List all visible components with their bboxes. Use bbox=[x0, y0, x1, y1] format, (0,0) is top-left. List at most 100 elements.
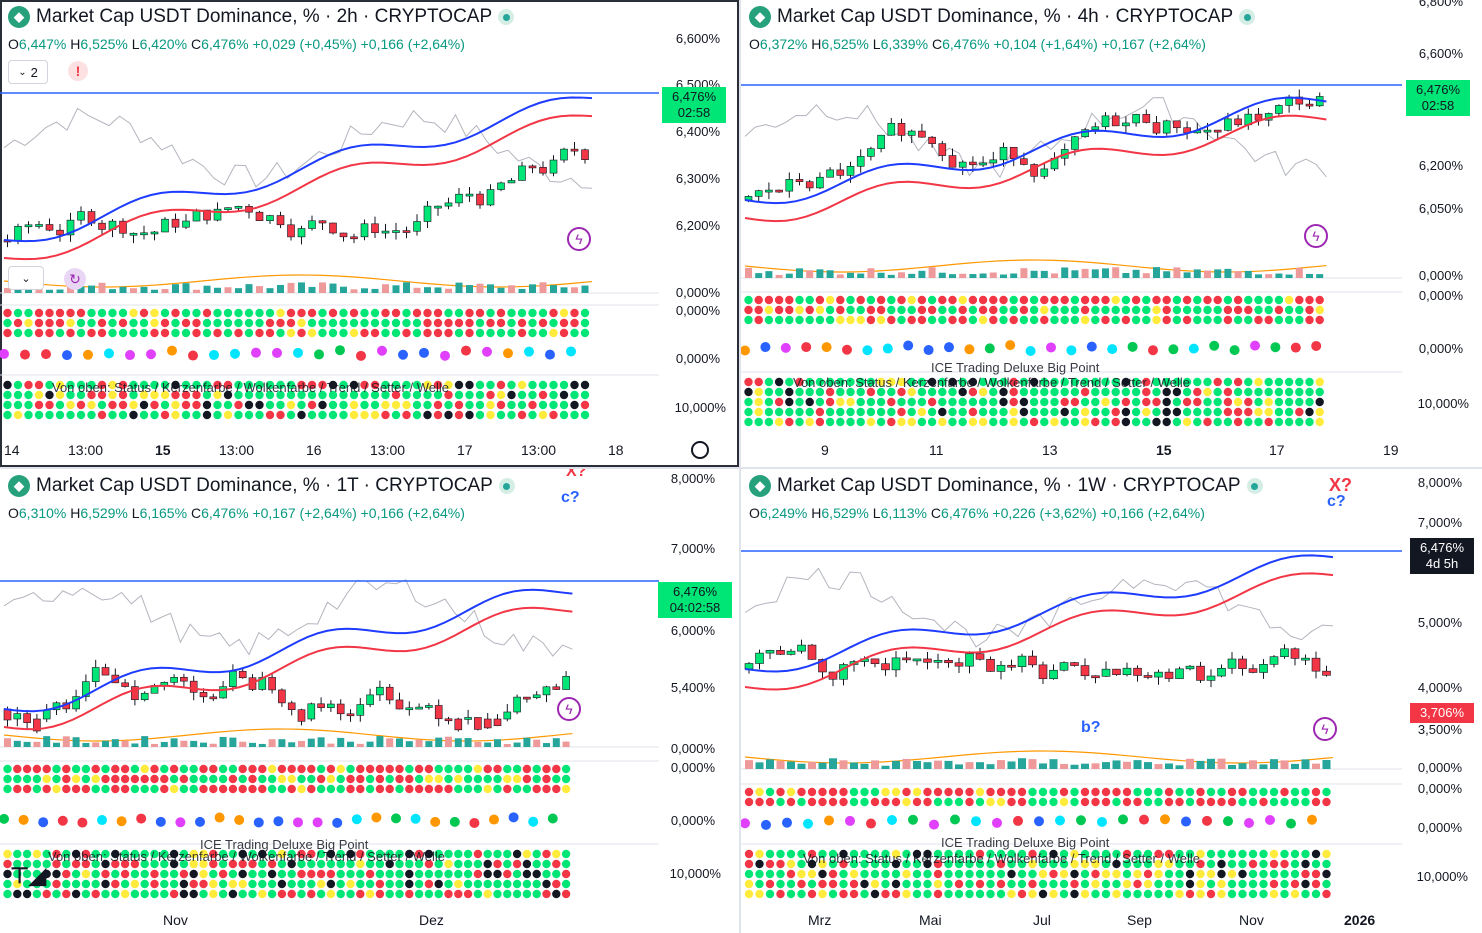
trend-dot bbox=[927, 407, 937, 417]
histogram-bar bbox=[965, 762, 974, 769]
signal-dot bbox=[20, 349, 30, 360]
wave-label-x[interactable]: X? bbox=[1329, 475, 1353, 495]
status-dot bbox=[192, 308, 201, 318]
trend-dot bbox=[22, 889, 32, 899]
histogram-bar bbox=[518, 288, 526, 293]
trend-dot bbox=[336, 869, 345, 879]
trend-dot bbox=[91, 849, 100, 859]
status-dot bbox=[150, 328, 159, 338]
symbol-title[interactable]: Market Cap USDT Dominance, % · 1T · CRYP… bbox=[36, 475, 493, 496]
market-status-icon[interactable] bbox=[1239, 9, 1256, 25]
error-alert-icon[interactable]: ! bbox=[68, 61, 88, 81]
status-dot bbox=[375, 784, 385, 794]
wave-label-c[interactable]: c? bbox=[1327, 493, 1346, 510]
trend-dot bbox=[287, 889, 296, 899]
trend-dot bbox=[356, 849, 365, 859]
status-dot bbox=[975, 787, 985, 797]
status-dot bbox=[532, 784, 541, 794]
trend-dot bbox=[1175, 849, 1184, 859]
candle-body bbox=[928, 136, 936, 144]
symbol-title[interactable]: Market Cap USDT Dominance, % · 1W · CRYP… bbox=[777, 475, 1241, 496]
trend-dot bbox=[1009, 387, 1018, 397]
trend-dot bbox=[996, 859, 1006, 869]
trend-dot bbox=[933, 889, 943, 899]
legend-header[interactable]: ◆ Market Cap USDT Dominance, % · 1T · CR… bbox=[8, 475, 515, 497]
wave-label-b[interactable]: b? bbox=[1081, 719, 1101, 736]
wave-label-c[interactable]: c? bbox=[561, 489, 580, 506]
pane-separator-horizontal[interactable] bbox=[0, 467, 1482, 469]
status-dot bbox=[265, 318, 275, 328]
status-dot bbox=[797, 787, 806, 797]
trend-dot bbox=[483, 879, 492, 889]
lightning-alert-icon[interactable]: ϟ bbox=[567, 227, 591, 251]
market-status-icon[interactable] bbox=[498, 478, 515, 494]
histogram-bar bbox=[46, 289, 53, 293]
trend-dot bbox=[870, 859, 880, 869]
histogram-bar bbox=[934, 760, 942, 769]
pane-collapse-button[interactable]: ⌄ bbox=[8, 266, 44, 290]
chart-pane-4h[interactable]: ◆ Market Cap USDT Dominance, % · 4h · CR… bbox=[741, 0, 1482, 467]
trend-dot bbox=[297, 869, 306, 879]
trend-dot bbox=[1311, 879, 1321, 889]
status-dot bbox=[968, 295, 978, 305]
symbol-title[interactable]: Market Cap USDT Dominance, % · 4h · CRYP… bbox=[777, 6, 1234, 27]
chart-pane-2h[interactable]: ◆ Market Cap USDT Dominance, % · 2h · CR… bbox=[0, 0, 739, 467]
symbol-title[interactable]: Market Cap USDT Dominance, % · 2h · CRYP… bbox=[36, 6, 493, 27]
trend-dot bbox=[179, 879, 189, 889]
chart-canvas-1d[interactable] bbox=[0, 469, 739, 933]
chart-pane-1d[interactable]: ◆ Market Cap USDT Dominance, % · 1T · CR… bbox=[0, 469, 739, 933]
signal-dot bbox=[38, 817, 49, 828]
trend-dot bbox=[181, 400, 191, 410]
trend-dot bbox=[1315, 397, 1324, 407]
status-dot bbox=[815, 315, 825, 325]
trend-dot bbox=[755, 889, 764, 899]
status-dot bbox=[1152, 295, 1161, 305]
refresh-icon[interactable]: ↻ bbox=[64, 268, 86, 290]
wave-label-x[interactable]: X? bbox=[566, 469, 587, 480]
status-dot bbox=[1269, 797, 1279, 807]
chart-canvas-4h[interactable] bbox=[741, 0, 1482, 467]
trend-dot bbox=[91, 859, 100, 869]
lightning-alert-icon[interactable]: ϟ bbox=[557, 697, 581, 721]
candle-body bbox=[376, 686, 384, 696]
status-dot bbox=[444, 784, 453, 794]
trend-dot bbox=[1049, 849, 1058, 859]
trend-dot bbox=[316, 869, 326, 879]
status-dot bbox=[1227, 797, 1237, 807]
legend-header[interactable]: ◆ Market Cap USDT Dominance, % · 4h · CR… bbox=[749, 6, 1256, 28]
trend-dot bbox=[958, 377, 967, 387]
histogram-bar bbox=[1163, 271, 1171, 278]
status-dot bbox=[917, 315, 927, 325]
lightning-alert-icon[interactable]: ϟ bbox=[1304, 224, 1328, 248]
tradingview-logo-icon[interactable]: ⊤◢ bbox=[10, 863, 47, 888]
chart-canvas-2h[interactable] bbox=[0, 0, 739, 467]
chart-canvas-1w[interactable] bbox=[741, 469, 1482, 933]
market-status-icon[interactable] bbox=[498, 9, 515, 25]
indicator-collapse-button[interactable]: ⌄ 2 bbox=[8, 60, 48, 84]
status-dot bbox=[1009, 295, 1018, 305]
market-status-icon[interactable] bbox=[1246, 478, 1263, 494]
status-dot bbox=[486, 318, 495, 328]
status-dot bbox=[255, 308, 264, 318]
candle-body bbox=[1185, 665, 1195, 670]
pane-separator-vertical[interactable] bbox=[739, 0, 741, 933]
histogram-bar bbox=[1091, 269, 1099, 278]
trend-dot bbox=[66, 400, 75, 410]
lightning-alert-icon[interactable]: ϟ bbox=[1313, 717, 1337, 741]
legend-header[interactable]: ◆ Market Cap USDT Dominance, % · 2h · CR… bbox=[8, 6, 515, 28]
chart-pane-1w[interactable]: ◆ Market Cap USDT Dominance, % · 1W · CR… bbox=[741, 469, 1482, 933]
trend-dot bbox=[493, 849, 502, 859]
status-dot bbox=[385, 774, 394, 784]
legend-header[interactable]: ◆ Market Cap USDT Dominance, % · 1W · CR… bbox=[749, 475, 1263, 497]
trend-dot bbox=[101, 859, 110, 869]
trend-dot bbox=[1223, 417, 1233, 427]
histogram-bar bbox=[808, 761, 816, 769]
trend-dot bbox=[87, 400, 96, 410]
trend-dot bbox=[1290, 859, 1300, 869]
settings-gear-icon[interactable] bbox=[691, 441, 709, 459]
status-dot bbox=[76, 308, 86, 318]
status-dot bbox=[1050, 315, 1059, 325]
trend-dot bbox=[129, 400, 138, 410]
trend-dot bbox=[1274, 397, 1284, 407]
histogram-bar bbox=[1322, 760, 1331, 769]
